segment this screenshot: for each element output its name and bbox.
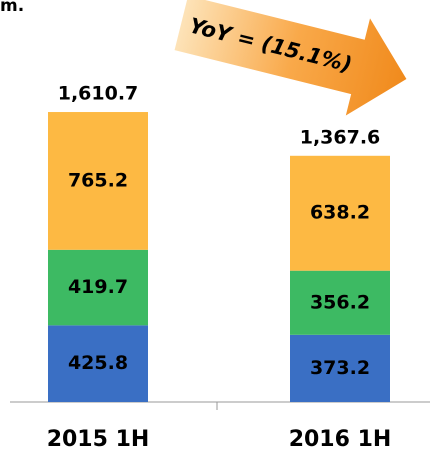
unit-label: m.	[0, 0, 24, 16]
x-tick-label: 2015 1H	[47, 427, 150, 450]
bar-segment	[48, 112, 148, 250]
total-label: 1,367.6	[300, 126, 381, 148]
segment-label: 765.2	[68, 169, 128, 191]
arrow-shape	[174, 0, 407, 116]
bar-segment	[48, 325, 148, 402]
total-label: 1,610.7	[58, 83, 139, 105]
x-tick-label: 2016 1H	[289, 427, 392, 450]
bar-segment	[290, 334, 390, 402]
segment-label: 425.8	[68, 352, 128, 374]
yoy-arrow: YoY = (15.1%)	[174, 0, 407, 116]
segment-label: 419.7	[68, 276, 128, 298]
bar-segment	[48, 249, 148, 326]
bar-segment	[290, 155, 390, 271]
segment-label: 356.2	[310, 291, 370, 313]
segment-label: 373.2	[310, 357, 370, 379]
bar-segment	[290, 270, 390, 335]
segment-label: 638.2	[310, 202, 370, 224]
